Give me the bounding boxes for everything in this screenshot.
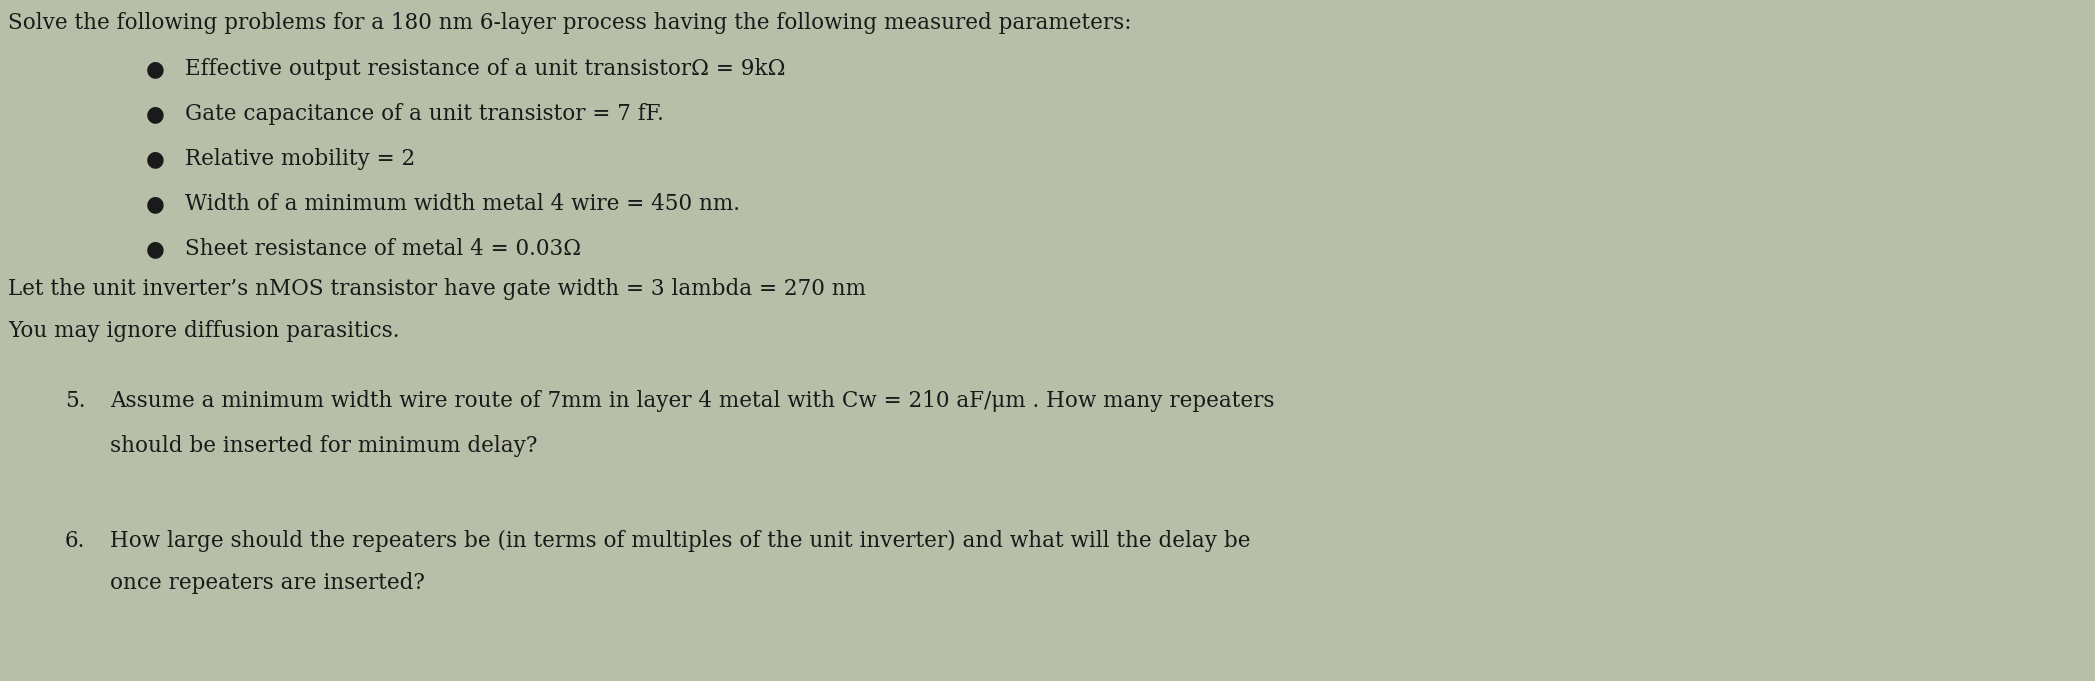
Text: You may ignore diffusion parasitics.: You may ignore diffusion parasitics. bbox=[8, 320, 400, 342]
Text: should be inserted for minimum delay?: should be inserted for minimum delay? bbox=[111, 435, 538, 457]
Text: Effective output resistance of a unit transistorΩ = 9kΩ: Effective output resistance of a unit tr… bbox=[184, 58, 786, 80]
Text: ●: ● bbox=[147, 58, 163, 80]
Text: Gate capacitance of a unit transistor = 7 fF.: Gate capacitance of a unit transistor = … bbox=[184, 103, 664, 125]
Text: ●: ● bbox=[147, 238, 163, 260]
Text: 6.: 6. bbox=[65, 530, 86, 552]
Text: once repeaters are inserted?: once repeaters are inserted? bbox=[111, 572, 425, 594]
Text: ●: ● bbox=[147, 103, 163, 125]
Text: Let the unit inverter’s nMOS transistor have gate width = 3 lambda = 270 nm: Let the unit inverter’s nMOS transistor … bbox=[8, 278, 865, 300]
Text: Assume a minimum width wire route of 7mm in layer 4 metal with Cw = 210 aF/μm . : Assume a minimum width wire route of 7mm… bbox=[111, 390, 1274, 412]
Text: How large should the repeaters be (in terms of multiples of the unit inverter) a: How large should the repeaters be (in te… bbox=[111, 530, 1251, 552]
Text: Sheet resistance of metal 4 = 0.03Ω: Sheet resistance of metal 4 = 0.03Ω bbox=[184, 238, 580, 260]
Text: ●: ● bbox=[147, 148, 163, 170]
Text: Width of a minimum width metal 4 wire = 450 nm.: Width of a minimum width metal 4 wire = … bbox=[184, 193, 740, 215]
Text: ●: ● bbox=[147, 193, 163, 215]
Text: Relative mobility = 2: Relative mobility = 2 bbox=[184, 148, 415, 170]
Text: 5.: 5. bbox=[65, 390, 86, 412]
Text: Solve the following problems for a 180 nm 6-layer process having the following m: Solve the following problems for a 180 n… bbox=[8, 12, 1131, 34]
